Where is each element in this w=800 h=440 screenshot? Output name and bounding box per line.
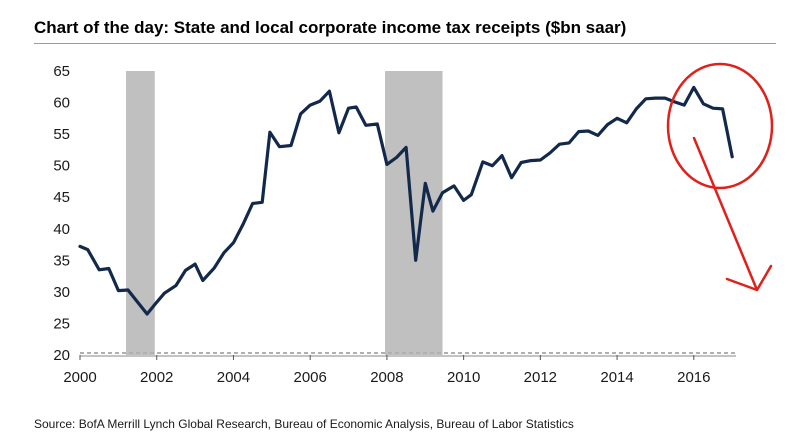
x-tick-label: 2014 bbox=[600, 369, 633, 386]
y-tick-label: 25 bbox=[53, 315, 70, 332]
y-tick-label: 30 bbox=[53, 284, 70, 301]
recession-bands bbox=[126, 71, 443, 355]
annotation-layer bbox=[666, 62, 774, 292]
series-layer bbox=[78, 85, 734, 316]
x-tick-label: 2012 bbox=[524, 369, 557, 386]
chart-title: Chart of the day: State and local corpor… bbox=[34, 18, 627, 37]
y-tick-label: 35 bbox=[53, 252, 70, 269]
x-tick-label: 2010 bbox=[447, 369, 480, 386]
y-tick-label: 50 bbox=[53, 158, 70, 175]
y-tick-label: 65 bbox=[53, 63, 70, 80]
recession-band-2 bbox=[384, 71, 443, 355]
y-tick-label: 55 bbox=[53, 126, 70, 143]
title-divider bbox=[34, 43, 776, 44]
annotation-circle bbox=[666, 62, 774, 190]
x-tick-label: 2000 bbox=[63, 369, 96, 386]
x-tick-label: 2016 bbox=[677, 369, 710, 386]
source-note: Source: BofA Merrill Lynch Global Resear… bbox=[34, 417, 574, 431]
y-tick-label: 40 bbox=[53, 221, 70, 238]
y-tick-label: 20 bbox=[53, 347, 70, 364]
y-axis: 20 25 30 35 40 45 50 55 60 65 bbox=[53, 63, 70, 364]
x-tick-label: 2008 bbox=[370, 369, 403, 386]
baseline bbox=[80, 352, 736, 357]
x-tick-label: 2002 bbox=[140, 369, 173, 386]
x-tick-label: 2004 bbox=[217, 369, 250, 386]
y-tick-label: 60 bbox=[53, 95, 70, 112]
x-axis: 2000 2002 2004 2006 2008 2010 2012 2014 2016 bbox=[63, 355, 710, 386]
y-tick-label: 45 bbox=[53, 189, 70, 206]
x-tick-label: 2006 bbox=[293, 369, 326, 386]
annotation-arrow-shaft bbox=[692, 136, 759, 292]
recession-band-1 bbox=[126, 71, 155, 355]
series-line-1 bbox=[78, 85, 734, 316]
annotation-arrow-head bbox=[725, 264, 773, 292]
